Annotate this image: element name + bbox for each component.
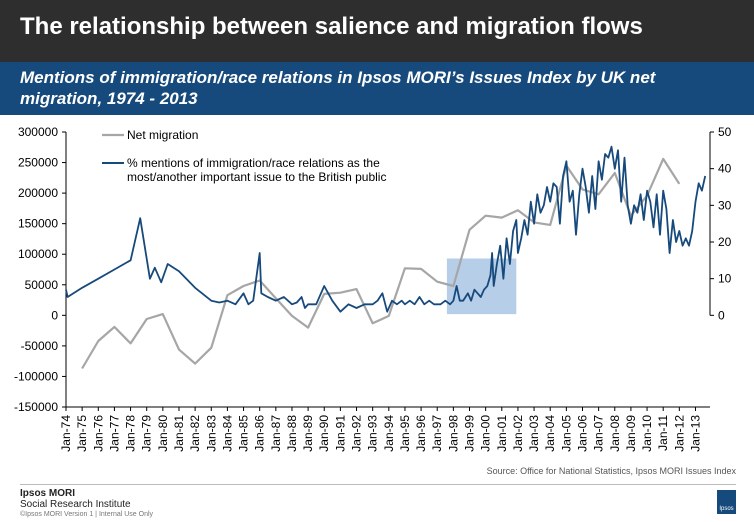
x-tick-label: Jan-03 [527, 415, 541, 452]
y-left-tick-label: 200000 [18, 186, 58, 200]
x-tick-label: Jan-07 [592, 415, 606, 452]
x-tick-label: Jan-85 [237, 415, 251, 452]
footer-divider [20, 484, 736, 485]
y-right-tick-label: 0 [718, 308, 725, 322]
x-tick-label: Jan-01 [495, 415, 509, 452]
y-left-tick-label: -150000 [14, 400, 58, 414]
y-left-tick-label: 150000 [18, 217, 58, 231]
title-bar: The relationship between salience and mi… [0, 0, 754, 62]
x-tick-label: Jan-08 [608, 415, 622, 452]
y-right-tick-label: 30 [718, 198, 732, 212]
y-left-tick-label: -100000 [14, 369, 58, 383]
y-right-tick-label: 10 [718, 272, 732, 286]
chart: -150000 -100000 -50000 0 50000 100000 150000 20… [14, 125, 732, 452]
x-tick-label: Jan-82 [188, 415, 202, 452]
x-tick-label: Jan-76 [91, 415, 105, 452]
legend-label-line: % mentions of immigration/race relations… [127, 156, 380, 170]
x-tick-label: Jan-96 [414, 415, 428, 452]
chart-subtitle: Mentions of immigration/race relations i… [20, 68, 656, 108]
x-tick-label: Jan-90 [317, 415, 331, 452]
mentions-line [65, 145, 707, 313]
x-tick-label: Jan-12 [672, 415, 686, 452]
y-right-tick-label: 50 [718, 125, 732, 139]
y-left-tick-label: 300000 [18, 125, 58, 139]
y-left-tick-label: 0 [51, 308, 58, 322]
x-tick-label: Jan-79 [140, 415, 154, 452]
x-tick-label: Jan-92 [350, 415, 364, 452]
x-tick-label: Jan-74 [59, 415, 73, 452]
x-tick-label: Jan-80 [156, 415, 170, 452]
footer-brand: Ipsos MORI Social Research Institute ©Ip… [20, 488, 154, 521]
logo-text: Ipsos [719, 506, 734, 512]
x-tick-label: Jan-78 [124, 415, 138, 452]
x-tick-label: Jan-81 [172, 415, 186, 452]
x-tick-label: Jan-83 [204, 415, 218, 452]
x-tick-label: Jan-11 [656, 415, 670, 451]
x-tick-label: Jan-13 [688, 415, 702, 452]
x-tick-label: Jan-10 [640, 415, 654, 452]
x-tick-label: Jan-97 [430, 415, 444, 452]
net-migration-line [81, 157, 681, 370]
x-tick-label: Jan-77 [107, 415, 121, 452]
x-tick-label: Jan-87 [269, 415, 283, 452]
x-tick-label: Jan-91 [333, 415, 347, 452]
x-tick-label: Jan-98 [446, 415, 460, 452]
legend: Net migration % mentions of immigration/r… [102, 128, 386, 184]
x-tick-label: Jan-93 [366, 415, 380, 452]
footer-org: Ipsos MORI [20, 488, 76, 499]
x-tick-label: Jan-86 [253, 415, 267, 452]
x-tick-label: Jan-88 [285, 415, 299, 452]
ipsos-logo: Ipsos [717, 490, 736, 514]
legend-label-mentions: % mentions of immigration/race relations… [127, 156, 386, 184]
x-tick-label: Jan-75 [75, 415, 89, 452]
x-tick-label: Jan-00 [479, 415, 493, 452]
x-tick-label: Jan-94 [382, 415, 396, 452]
y-left-tick-label: 50000 [25, 278, 59, 292]
source-note: Source: Office for National Statistics, … [486, 466, 736, 476]
x-tick-label: Jan-09 [624, 415, 638, 452]
y-right-tick-label: 40 [718, 162, 732, 176]
x-tick-label: Jan-99 [463, 415, 477, 452]
footer-unit: Social Research Institute [20, 498, 131, 510]
legend-label-line: most/another important issue to the Brit… [127, 170, 386, 184]
x-tick-label: Jan-04 [543, 415, 557, 452]
x-tick-label: Jan-95 [398, 415, 412, 452]
x-tick-label: Jan-06 [575, 415, 589, 452]
y-left-tick-label: -50000 [21, 339, 59, 353]
y-left-tick-label: 250000 [18, 156, 58, 170]
x-tick-label: Jan-84 [220, 415, 234, 452]
x-tick-label: Jan-89 [301, 415, 315, 452]
x-tick-label: Jan-02 [511, 415, 525, 452]
x-tick-label: Jan-05 [559, 415, 573, 452]
subtitle-bar: Mentions of immigration/race relations i… [0, 62, 754, 115]
y-left-tick-label: 100000 [18, 247, 58, 261]
legend-label-net-migration: Net migration [127, 128, 198, 142]
footer-note: ©Ipsos MORI Version 1 | Internal Use Onl… [20, 511, 154, 518]
y-right-tick-label: 20 [718, 235, 732, 249]
slide-title: The relationship between salience and mi… [20, 13, 643, 40]
